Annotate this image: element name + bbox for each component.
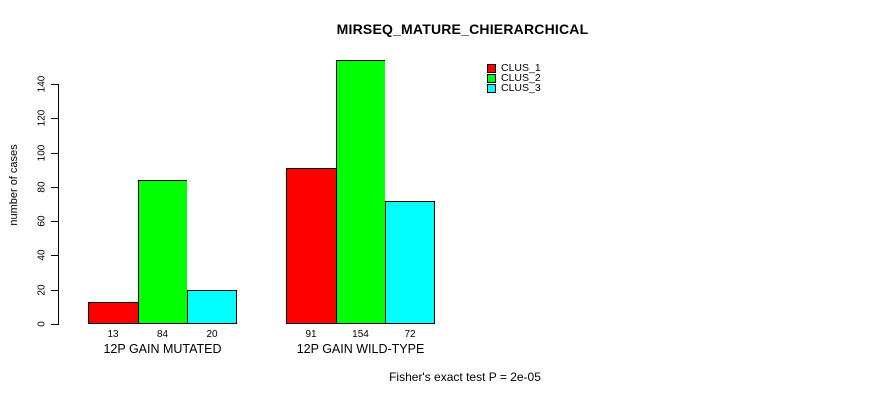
x-category-label: 12P GAIN MUTATED bbox=[103, 342, 222, 356]
y-axis-tick bbox=[51, 187, 58, 188]
y-axis-tick bbox=[51, 255, 58, 256]
x-category-label: 12P GAIN WILD-TYPE bbox=[296, 342, 425, 356]
bar-clus_3-1 bbox=[187, 290, 237, 324]
y-axis-tick-label: 140 bbox=[36, 75, 48, 93]
y-axis-label: number of cases bbox=[8, 144, 20, 226]
footnote-annotation: Fisher's exact test P = 2e-05 bbox=[389, 370, 541, 384]
legend-label: CLUS_3 bbox=[501, 82, 541, 94]
legend-swatch-clus_3 bbox=[487, 83, 496, 93]
bar-clus_1-2 bbox=[286, 168, 336, 324]
legend-swatch-clus_1 bbox=[487, 63, 496, 73]
y-axis-tick-label: 0 bbox=[36, 321, 48, 327]
chart-title: MIRSEQ_MATURE_CHIERARCHICAL bbox=[336, 21, 589, 37]
y-axis-tick-label: 100 bbox=[36, 144, 48, 161]
y-axis-tick bbox=[51, 324, 58, 325]
bar-value-label: 84 bbox=[156, 329, 169, 340]
bar-value-label: 154 bbox=[352, 329, 369, 340]
y-axis-tick-label: 60 bbox=[36, 215, 48, 227]
bar-value-label: 13 bbox=[107, 329, 119, 340]
y-axis-tick bbox=[51, 153, 58, 154]
y-axis-tick-label: 40 bbox=[36, 249, 48, 261]
legend-item: CLUS_1 bbox=[487, 63, 541, 73]
bar-clus_2-1 bbox=[138, 180, 187, 324]
bar-value-label: 91 bbox=[305, 329, 317, 340]
legend-label: CLUS_2 bbox=[501, 72, 541, 84]
y-axis-tick bbox=[51, 84, 58, 85]
legend: CLUS_1 CLUS_2 CLUS_3 bbox=[487, 63, 541, 93]
legend-swatch-clus_2 bbox=[487, 73, 496, 83]
bar-clus_3-2 bbox=[385, 201, 435, 324]
y-axis-tick bbox=[51, 221, 58, 222]
bar-value-label: 20 bbox=[206, 329, 218, 340]
legend-label: CLUS_1 bbox=[501, 62, 541, 74]
y-axis-line bbox=[58, 84, 59, 325]
legend-item: CLUS_2 bbox=[487, 73, 541, 83]
bar-clus_1-1 bbox=[88, 302, 138, 324]
y-axis-tick bbox=[51, 118, 58, 119]
y-axis-tick-label: 80 bbox=[36, 181, 48, 193]
y-axis-tick-label: 120 bbox=[36, 109, 48, 127]
legend-item: CLUS_3 bbox=[487, 83, 541, 93]
y-axis-tick-label: 20 bbox=[36, 284, 48, 296]
bar-value-label: 72 bbox=[404, 329, 416, 340]
bar-clus_2-2 bbox=[336, 60, 385, 324]
y-axis-tick bbox=[51, 290, 58, 291]
